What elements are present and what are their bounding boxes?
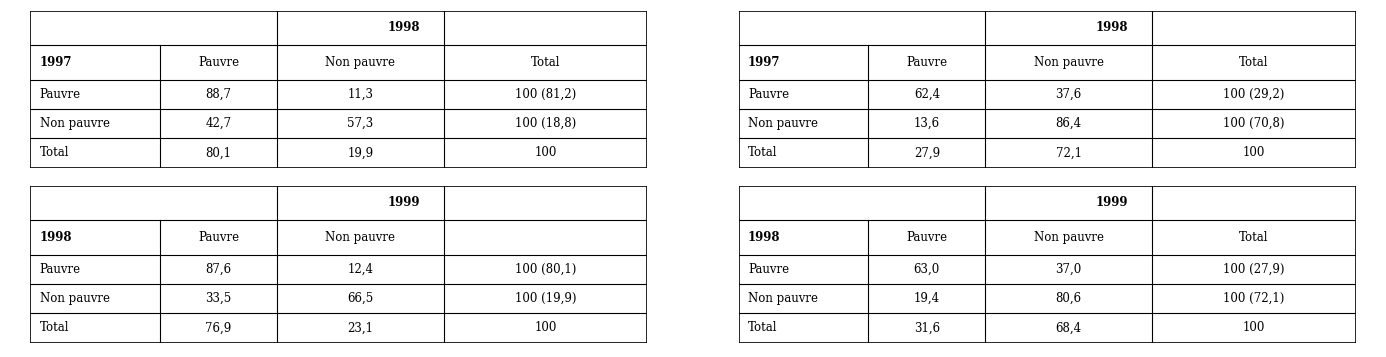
Text: 80,1: 80,1 [205, 146, 231, 159]
Text: 37,6: 37,6 [1056, 88, 1082, 101]
Text: Pauvre: Pauvre [198, 56, 240, 69]
Text: 100 (70,8): 100 (70,8) [1222, 117, 1285, 130]
Text: Non pauvre: Non pauvre [40, 117, 109, 130]
Text: 100 (81,2): 100 (81,2) [514, 88, 577, 101]
Text: 66,5: 66,5 [348, 292, 374, 305]
Text: Total: Total [1239, 56, 1268, 69]
Text: 68,4: 68,4 [1056, 321, 1081, 334]
Text: Total: Total [40, 321, 69, 334]
Text: 100: 100 [1243, 321, 1265, 334]
Text: 1998: 1998 [40, 231, 72, 244]
Text: 1999: 1999 [388, 196, 420, 210]
Text: Non pauvre: Non pauvre [326, 56, 395, 69]
Text: 100 (19,9): 100 (19,9) [514, 292, 577, 305]
Text: Total: Total [531, 56, 560, 69]
Text: Pauvre: Pauvre [906, 231, 948, 244]
Text: 72,1: 72,1 [1056, 146, 1081, 159]
Text: Pauvre: Pauvre [40, 88, 80, 101]
Text: 88,7: 88,7 [205, 88, 231, 101]
Text: 33,5: 33,5 [205, 292, 231, 305]
Text: 27,9: 27,9 [913, 146, 940, 159]
Text: 1998: 1998 [388, 21, 420, 35]
Text: Non pauvre: Non pauvre [1034, 231, 1103, 244]
Text: Pauvre: Pauvre [748, 88, 789, 101]
Text: 19,9: 19,9 [348, 146, 373, 159]
Text: 57,3: 57,3 [348, 117, 374, 130]
Text: 100 (72,1): 100 (72,1) [1222, 292, 1285, 305]
Text: Total: Total [748, 146, 778, 159]
Text: 86,4: 86,4 [1056, 117, 1081, 130]
Text: Non pauvre: Non pauvre [326, 231, 395, 244]
Text: 42,7: 42,7 [205, 117, 231, 130]
Text: 100 (27,9): 100 (27,9) [1222, 263, 1285, 276]
Text: 62,4: 62,4 [913, 88, 940, 101]
Text: 76,9: 76,9 [205, 321, 231, 334]
Text: Total: Total [1239, 231, 1268, 244]
Text: 63,0: 63,0 [913, 263, 940, 276]
Text: Total: Total [748, 321, 778, 334]
Text: 100 (18,8): 100 (18,8) [514, 117, 577, 130]
Text: Non pauvre: Non pauvre [748, 292, 818, 305]
Text: 100: 100 [535, 321, 557, 334]
Text: Non pauvre: Non pauvre [40, 292, 109, 305]
Text: 100 (80,1): 100 (80,1) [514, 263, 577, 276]
Text: 100 (29,2): 100 (29,2) [1222, 88, 1285, 101]
Text: 37,0: 37,0 [1056, 263, 1082, 276]
Text: 31,6: 31,6 [913, 321, 940, 334]
Text: 1997: 1997 [748, 56, 780, 69]
Text: 1998: 1998 [748, 231, 780, 244]
Text: 100: 100 [535, 146, 557, 159]
Text: 23,1: 23,1 [348, 321, 373, 334]
Text: 11,3: 11,3 [348, 88, 373, 101]
Text: Pauvre: Pauvre [198, 231, 240, 244]
Text: 19,4: 19,4 [913, 292, 940, 305]
Text: Pauvre: Pauvre [40, 263, 80, 276]
Text: Non pauvre: Non pauvre [1034, 56, 1103, 69]
Text: 87,6: 87,6 [205, 263, 231, 276]
Text: 1999: 1999 [1096, 196, 1128, 210]
Text: Pauvre: Pauvre [906, 56, 948, 69]
Text: 12,4: 12,4 [348, 263, 373, 276]
Text: 13,6: 13,6 [913, 117, 940, 130]
Text: 100: 100 [1243, 146, 1265, 159]
Text: Non pauvre: Non pauvre [748, 117, 818, 130]
Text: 1998: 1998 [1096, 21, 1128, 35]
Text: Total: Total [40, 146, 69, 159]
Text: 1997: 1997 [40, 56, 72, 69]
Text: Pauvre: Pauvre [748, 263, 789, 276]
Text: 80,6: 80,6 [1056, 292, 1081, 305]
